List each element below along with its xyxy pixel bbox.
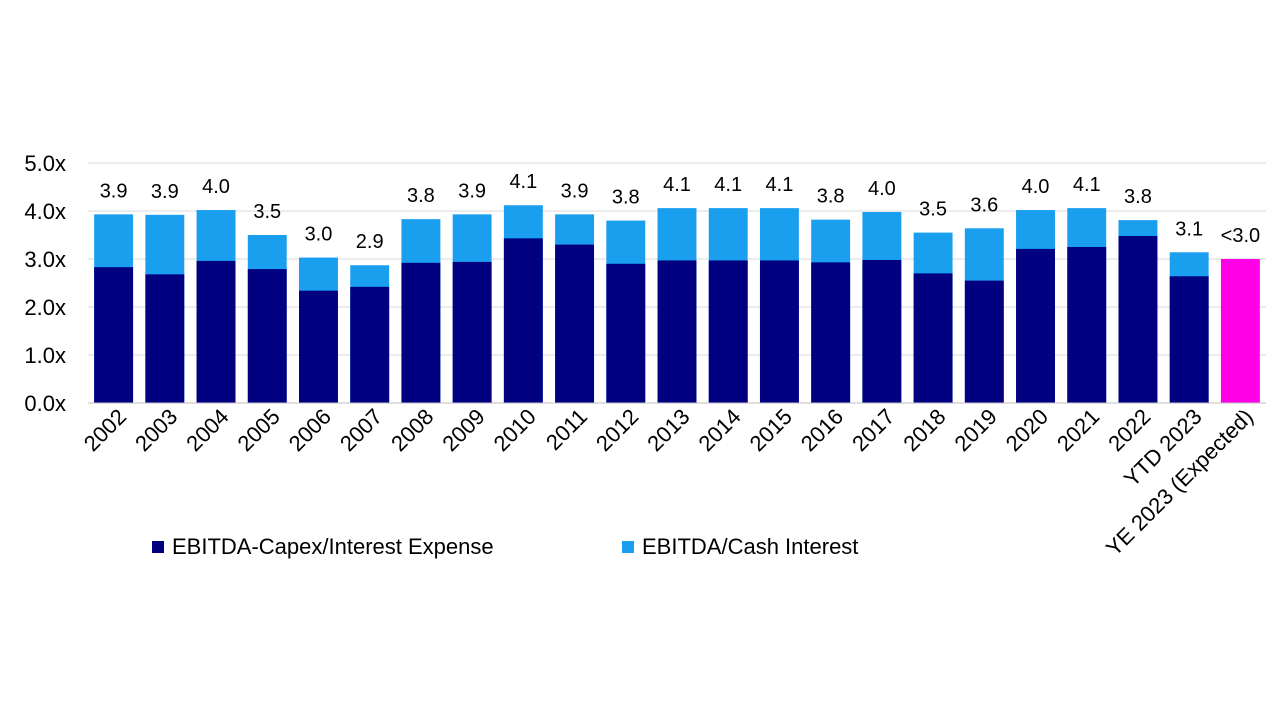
data-label: 2.9 <box>356 231 384 253</box>
bar-ebitda-capex <box>964 280 1004 403</box>
bar-ebitda-capex <box>247 269 287 403</box>
x-tick-label: 2016 <box>796 404 848 456</box>
bar-ebitda-capex <box>759 260 799 403</box>
bar-ebitda-capex <box>401 262 441 403</box>
y-tick-label: 4.0x <box>24 199 66 224</box>
x-tick-label: 2010 <box>489 404 541 456</box>
x-tick-label: 2011 <box>541 404 592 455</box>
data-label: 3.9 <box>458 180 486 202</box>
data-label: 4.1 <box>509 171 537 193</box>
x-tick-label: 2021 <box>1052 404 1104 456</box>
x-tick-label: 2007 <box>335 404 387 456</box>
bar-ebitda-capex <box>1016 248 1055 403</box>
bar-ebitda-capex <box>606 263 646 403</box>
bar-expected <box>1220 259 1260 403</box>
x-tick-label: 2008 <box>386 404 438 456</box>
x-tick-label: 2013 <box>642 404 694 456</box>
bar-ebitda-capex <box>708 260 748 403</box>
x-tick-label: 2002 <box>79 404 131 456</box>
bar-ebitda-capex <box>350 286 390 403</box>
bar-ebitda-capex <box>1118 235 1158 403</box>
data-labels: 3.9 3.9 4.0 3.5 3.0 2.9 3.8 3.9 4.1 3.9 3.8 4.1 4.1 4… <box>100 171 1260 253</box>
legend-label-ebitda-cash-interest: EBITDA/Cash Interest <box>642 534 859 559</box>
bar-ebitda-capex <box>1067 247 1107 403</box>
data-label: 4.1 <box>714 174 742 196</box>
data-label: 3.0 <box>305 224 333 246</box>
x-tick-label: 2018 <box>898 404 950 456</box>
x-tick-label: 2020 <box>1001 404 1053 456</box>
data-label: 3.8 <box>612 187 640 209</box>
legend-swatch-ebitda-capex <box>152 541 164 553</box>
bars <box>94 205 1260 403</box>
x-tick-label: 2004 <box>181 404 233 456</box>
x-tick-label: 2009 <box>437 404 489 456</box>
bar-ebitda-capex <box>452 261 492 403</box>
legend-item-ebitda-capex: EBITDA-Capex/Interest Expense <box>152 534 494 560</box>
data-label: 3.9 <box>151 181 179 203</box>
legend-swatch-ebitda-cash-interest <box>622 541 634 553</box>
data-label: 4.1 <box>1073 174 1101 196</box>
x-tick-label: 2012 <box>591 404 643 456</box>
x-tick-label: 2006 <box>284 404 336 456</box>
data-label: <3.0 <box>1221 225 1260 247</box>
x-tick-label: 2003 <box>130 404 182 456</box>
x-tick-label: 2005 <box>233 404 285 456</box>
bar-ebitda-capex <box>196 260 236 403</box>
x-tick-label: 2014 <box>693 404 745 456</box>
data-label: 3.1 <box>1175 218 1203 240</box>
bar-ebitda-capex <box>503 238 543 403</box>
bar-ebitda-capex <box>913 273 953 403</box>
y-tick-label: 2.0x <box>24 295 66 320</box>
bar-ebitda-capex <box>555 244 595 403</box>
data-label: 3.6 <box>970 194 998 216</box>
data-label: 4.0 <box>202 176 230 198</box>
bar-ebitda-capex <box>145 274 185 403</box>
legend-label-ebitda-capex: EBITDA-Capex/Interest Expense <box>172 534 494 559</box>
data-label: 3.5 <box>919 199 947 221</box>
data-label: 3.9 <box>100 180 128 202</box>
bar-ebitda-capex <box>299 290 338 403</box>
x-tick-label: 2019 <box>950 404 1002 456</box>
data-label: 3.5 <box>253 201 281 223</box>
data-label: 4.1 <box>663 174 691 196</box>
x-tick-label: 2015 <box>745 404 797 456</box>
y-tick-label: 0.0x <box>24 391 66 416</box>
bar-ebitda-capex <box>811 262 851 403</box>
y-tick-label: 3.0x <box>24 247 66 272</box>
data-label: 3.8 <box>1124 186 1152 208</box>
data-label: 4.1 <box>766 174 794 196</box>
y-tick-label: 5.0x <box>24 151 66 176</box>
data-label: 3.8 <box>407 185 435 207</box>
x-tick-label: 2017 <box>847 404 899 456</box>
data-label: 3.9 <box>561 180 589 202</box>
data-label: 3.8 <box>817 186 845 208</box>
legend-item-ebitda-cash-interest: EBITDA/Cash Interest <box>622 534 858 560</box>
data-label: 4.0 <box>1022 176 1050 198</box>
y-tick-label: 1.0x <box>24 343 66 368</box>
bar-ebitda-capex <box>862 259 902 403</box>
bar-ebitda-capex <box>94 267 134 403</box>
bar-ebitda-capex <box>1169 276 1209 403</box>
bar-ebitda-capex <box>657 260 697 403</box>
data-label: 4.0 <box>868 178 896 200</box>
